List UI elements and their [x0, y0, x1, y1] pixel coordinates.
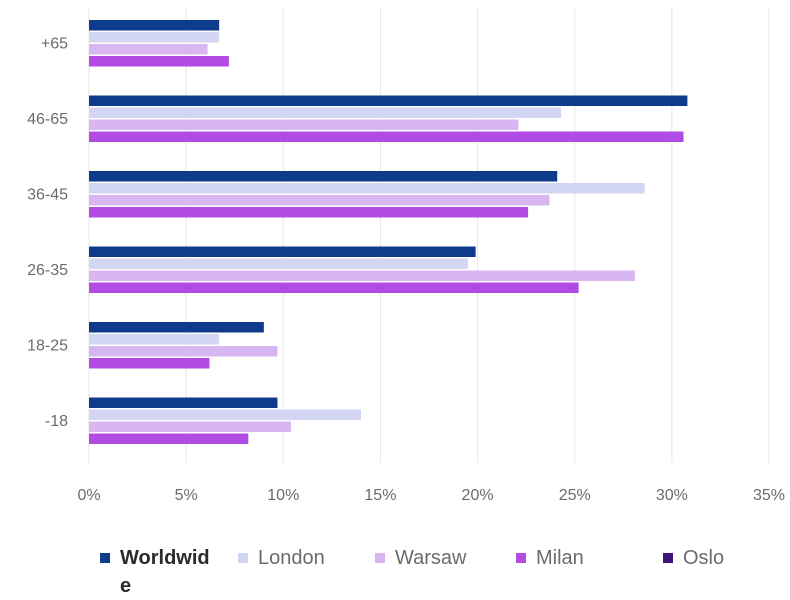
- bar-worldwide-5: [89, 397, 278, 408]
- bar-warsaw-2: [89, 195, 550, 206]
- legend-item-london: London: [238, 544, 325, 572]
- bar-london-0: [89, 32, 220, 43]
- legend-label-worldwide: Worldwide: [120, 547, 210, 597]
- bar-worldwide-4: [89, 322, 264, 333]
- x-tick-label: 10%: [267, 487, 299, 504]
- x-tick-label: 25%: [559, 487, 591, 504]
- bar-milan-1: [89, 131, 684, 142]
- y-tick-label: -18: [45, 413, 68, 430]
- legend-label-warsaw: Warsaw: [395, 547, 467, 569]
- bar-london-4: [89, 334, 220, 345]
- x-tick-label: 30%: [656, 487, 688, 504]
- bar-worldwide-2: [89, 171, 558, 182]
- legend-swatch-london: [238, 553, 248, 563]
- legend-label-london: London: [258, 547, 325, 569]
- y-tick-label: +65: [41, 35, 68, 52]
- legend-swatch-oslo: [663, 553, 673, 563]
- bar-worldwide-3: [89, 246, 476, 257]
- bar-warsaw-0: [89, 44, 208, 55]
- bar-london-3: [89, 258, 468, 269]
- bar-milan-2: [89, 207, 529, 218]
- x-tick-label: 5%: [175, 487, 198, 504]
- bar-london-5: [89, 409, 361, 420]
- legend: Worldwide London Warsaw Milan Oslo: [100, 544, 780, 597]
- legend-item-warsaw: Warsaw: [375, 544, 466, 572]
- legend-item-worldwide: Worldwide: [100, 544, 212, 600]
- legend-swatch-worldwide: [100, 553, 110, 563]
- legend-swatch-warsaw: [375, 553, 385, 563]
- legend-item-milan: Milan: [516, 544, 584, 572]
- x-tick-label: 0%: [77, 487, 100, 504]
- legend-label-oslo: Oslo: [683, 547, 725, 569]
- x-tick-label: 15%: [364, 487, 396, 504]
- bar-warsaw-1: [89, 119, 519, 130]
- bar-london-2: [89, 183, 645, 194]
- x-tick-label: 35%: [753, 487, 785, 504]
- bar-warsaw-4: [89, 346, 278, 357]
- bar-warsaw-5: [89, 421, 292, 432]
- y-tick-label: 26-35: [27, 262, 68, 279]
- bar-milan-5: [89, 433, 249, 444]
- legend-label-milan: Milan: [536, 547, 584, 569]
- bar-milan-3: [89, 282, 579, 293]
- bar-milan-0: [89, 56, 229, 67]
- bar-chart: 0% 5% 10% 15% 20% 25% 30% 35% +65 46-65 36-45 26-35…: [27, 8, 785, 504]
- x-tick-label: 20%: [462, 487, 494, 504]
- y-tick-label: 18-25: [27, 337, 68, 354]
- legend-swatch-milan: [516, 553, 526, 563]
- bar-london-1: [89, 107, 562, 118]
- y-tick-label: 36-45: [27, 186, 68, 203]
- bar-milan-4: [89, 358, 210, 369]
- legend-item-oslo: Oslo: [663, 544, 724, 572]
- bar-worldwide-0: [89, 20, 220, 31]
- y-tick-label: 46-65: [27, 111, 68, 128]
- bar-worldwide-1: [89, 95, 688, 106]
- bar-warsaw-3: [89, 270, 635, 281]
